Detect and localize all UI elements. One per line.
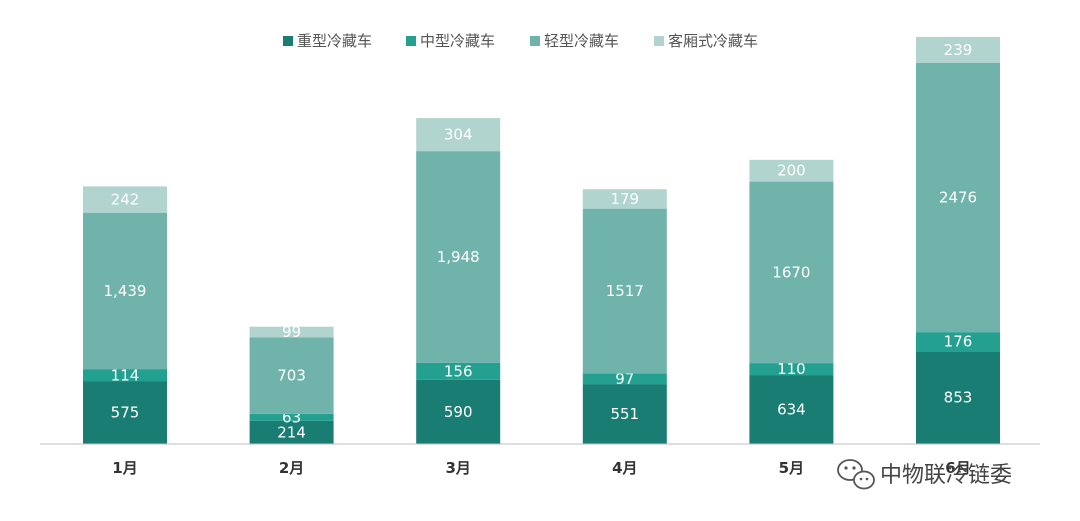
bar-2-2 bbox=[416, 151, 501, 363]
x-tick-label-1: 2月 bbox=[279, 459, 304, 477]
data-label-0-0: 575 bbox=[111, 404, 140, 422]
data-label-1-3: 99 bbox=[282, 323, 301, 341]
bar-1-0 bbox=[249, 420, 334, 444]
bar-2-3 bbox=[416, 118, 501, 152]
watermark-text: 中物联冷链委 bbox=[880, 463, 1012, 488]
data-label-5-0: 853 bbox=[944, 389, 973, 407]
bars: 5751141,43924221463703995901561,94830455… bbox=[83, 37, 1000, 444]
bar-3-0 bbox=[582, 384, 667, 444]
x-tick-label-3: 4月 bbox=[612, 459, 637, 477]
legend-label-0: 重型冷藏车 bbox=[297, 32, 372, 50]
bar-2-0 bbox=[416, 379, 501, 444]
data-label-1-0: 214 bbox=[277, 423, 306, 441]
bar-2-1 bbox=[416, 362, 501, 380]
x-tick-label-5: 6月 bbox=[945, 459, 970, 477]
data-label-5-1: 176 bbox=[944, 333, 973, 351]
bar-0-3 bbox=[83, 186, 167, 213]
watermark: 中物联冷链委 bbox=[837, 459, 1012, 490]
x-axis-ticks: 1月 2月 3月 4月 5月 6月 bbox=[112, 459, 970, 477]
bar-0-1 bbox=[83, 369, 167, 382]
data-label-4-2: 1670 bbox=[772, 263, 810, 281]
bar-1-1 bbox=[249, 413, 334, 421]
bar-1-3 bbox=[249, 326, 334, 338]
wechat-icon bbox=[837, 459, 875, 490]
bar-5-3 bbox=[916, 37, 1000, 63]
legend: 重型冷藏车 中型冷藏车 轻型冷藏车 客厢式冷藏车 bbox=[283, 32, 758, 50]
bar-5-1 bbox=[916, 332, 1000, 352]
legend-swatch-1 bbox=[406, 36, 416, 46]
data-label-3-0: 551 bbox=[610, 405, 639, 423]
bar-4-1 bbox=[749, 363, 834, 376]
legend-label-2: 轻型冷藏车 bbox=[544, 32, 619, 50]
legend-swatch-0 bbox=[283, 36, 293, 46]
data-label-0-2: 1,439 bbox=[104, 282, 147, 300]
bar-3-1 bbox=[582, 373, 667, 385]
bar-0-0 bbox=[83, 381, 167, 444]
data-label-3-3: 179 bbox=[610, 190, 639, 208]
bar-4-2 bbox=[749, 181, 834, 364]
x-tick-label-0: 1月 bbox=[112, 459, 137, 477]
bar-4-3 bbox=[749, 159, 834, 182]
data-label-0-3: 242 bbox=[111, 191, 140, 209]
data-label-1-2: 703 bbox=[277, 367, 306, 385]
x-tick-label-4: 5月 bbox=[779, 459, 804, 477]
bar-5-0 bbox=[916, 351, 1000, 444]
legend-label-3: 客厢式冷藏车 bbox=[668, 32, 758, 50]
data-label-2-3: 304 bbox=[444, 126, 473, 144]
data-label-2-1: 156 bbox=[444, 362, 473, 380]
bar-3-3 bbox=[582, 189, 667, 209]
data-label-2-0: 590 bbox=[444, 403, 473, 421]
data-label-3-2: 1517 bbox=[606, 282, 644, 300]
legend-swatch-2 bbox=[530, 36, 540, 46]
bar-4-0 bbox=[749, 375, 834, 444]
bar-1-2 bbox=[249, 337, 334, 414]
data-label-2-2: 1,948 bbox=[437, 248, 480, 266]
bar-3-2 bbox=[582, 208, 667, 374]
data-label-3-1: 97 bbox=[615, 370, 634, 388]
data-label-0-1: 114 bbox=[111, 366, 140, 384]
data-label-4-1: 110 bbox=[777, 360, 806, 378]
data-label-5-3: 239 bbox=[944, 41, 973, 59]
data-label-5-2: 2476 bbox=[939, 189, 977, 207]
legend-label-1: 中型冷藏车 bbox=[420, 32, 495, 50]
data-label-4-0: 634 bbox=[777, 401, 806, 419]
legend-swatch-3 bbox=[654, 36, 664, 46]
data-label-4-3: 200 bbox=[777, 162, 806, 180]
bar-5-2 bbox=[916, 62, 1000, 333]
bar-0-2 bbox=[83, 212, 167, 370]
x-tick-label-2: 3月 bbox=[445, 459, 470, 477]
